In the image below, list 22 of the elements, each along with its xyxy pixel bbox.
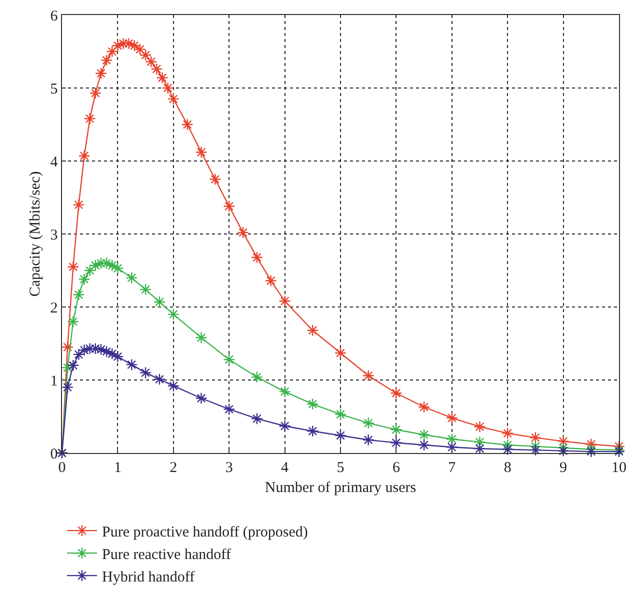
- x-axis-title: Number of primary users: [264, 480, 416, 496]
- x-tick-label: 7: [448, 460, 456, 476]
- x-tick-label: 1: [114, 460, 122, 476]
- y-tick-label: 2: [50, 300, 58, 316]
- x-tick-label: 9: [560, 460, 568, 476]
- y-tick-label: 5: [50, 81, 58, 98]
- x-tick-label: 5: [336, 460, 344, 476]
- y-tick-label: 3: [50, 227, 58, 244]
- y-tick-label: 0: [50, 446, 58, 462]
- y-tick-label: 4: [50, 154, 58, 170]
- y-tick-label: 1: [50, 373, 58, 390]
- legend-label: Pure reactive handoff: [102, 546, 231, 563]
- x-tick-label: 4: [281, 460, 290, 476]
- y-tick-label: 6: [50, 8, 58, 24]
- x-tick-label: 3: [225, 460, 233, 476]
- x-tick-label: 8: [504, 460, 512, 476]
- legend-label: Hybrid handoff: [102, 569, 195, 586]
- y-axis-title: Capacity (Mbits/sec): [28, 171, 44, 297]
- x-tick-label: 6: [392, 460, 400, 476]
- x-tick-label: 2: [170, 460, 178, 476]
- legend-label: Pure proactive handoff (proposed): [102, 524, 308, 540]
- x-tick-label: 10: [612, 460, 626, 476]
